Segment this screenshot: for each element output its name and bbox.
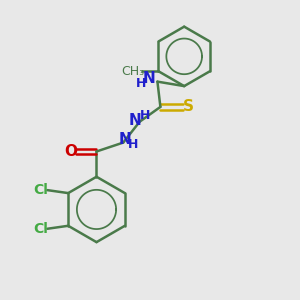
Text: N: N xyxy=(143,71,155,86)
Text: N: N xyxy=(129,113,142,128)
Text: N: N xyxy=(118,132,131,147)
Text: H: H xyxy=(140,109,150,122)
Text: H: H xyxy=(136,76,146,90)
Text: H: H xyxy=(128,138,138,151)
Text: Cl: Cl xyxy=(33,183,48,197)
Text: S: S xyxy=(183,99,194,114)
Text: Cl: Cl xyxy=(33,222,48,236)
Text: CH₃: CH₃ xyxy=(122,65,145,78)
Text: O: O xyxy=(64,144,77,159)
